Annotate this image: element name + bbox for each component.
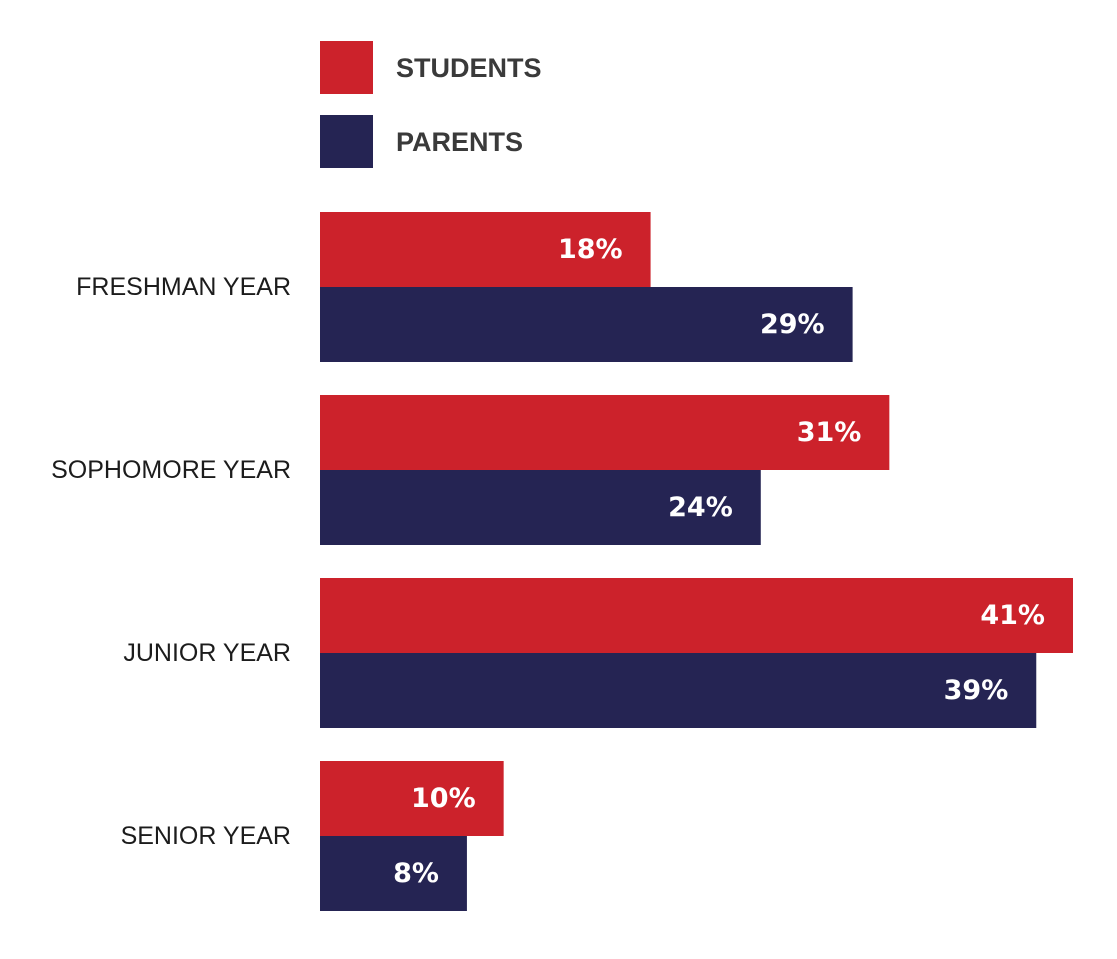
bar-freshman-parents — [320, 287, 853, 362]
value-label-junior-parents: 39% — [944, 675, 1009, 706]
legend: STUDENTS PARENTS — [320, 41, 542, 168]
value-label-sophomore-parents: 24% — [668, 492, 733, 523]
category-group-freshman: FRESHMAN YEAR 18% 29% — [76, 212, 853, 362]
category-group-senior: SENIOR YEAR 10% 8% — [121, 761, 504, 911]
bar-senior-students — [320, 761, 504, 836]
category-label-junior: JUNIOR YEAR — [123, 639, 291, 667]
bar-junior-students — [320, 578, 1073, 653]
category-group-sophomore: SOPHOMORE YEAR 31% 24% — [51, 395, 890, 545]
category-label-sophomore: SOPHOMORE YEAR — [51, 456, 291, 484]
value-label-freshman-parents: 29% — [760, 309, 825, 340]
category-label-senior: SENIOR YEAR — [121, 822, 291, 850]
bar-junior-parents — [320, 653, 1037, 728]
value-label-senior-students: 10% — [411, 783, 476, 814]
legend-swatch-students — [320, 41, 373, 94]
legend-label-students: STUDENTS — [396, 53, 542, 83]
value-label-freshman-students: 18% — [558, 234, 623, 265]
bar-sophomore-students — [320, 395, 890, 470]
bar-senior-parents — [320, 836, 467, 911]
value-label-senior-parents: 8% — [393, 858, 439, 889]
legend-swatch-parents — [320, 115, 373, 168]
category-label-freshman: FRESHMAN YEAR — [76, 273, 291, 301]
value-label-sophomore-students: 31% — [797, 417, 862, 448]
value-label-junior-students: 41% — [980, 600, 1045, 631]
bar-freshman-students — [320, 212, 651, 287]
bar-sophomore-parents — [320, 470, 761, 545]
legend-label-parents: PARENTS — [396, 127, 523, 157]
category-group-junior: JUNIOR YEAR 41% 39% — [123, 578, 1073, 728]
